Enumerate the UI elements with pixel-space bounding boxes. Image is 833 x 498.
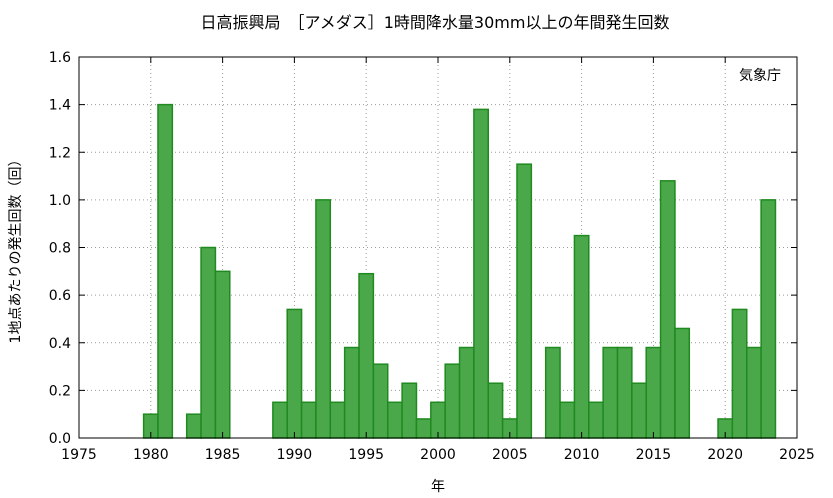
bar <box>386 401 403 439</box>
x-tick-label: 1985 <box>205 447 241 463</box>
x-axis: 1975 1980 1985 1990 1995 2000 2005 2010 2015 2020… <box>61 57 815 463</box>
bar <box>559 401 576 439</box>
bar <box>602 346 619 439</box>
x-tick-label: 2020 <box>707 447 743 463</box>
bar <box>358 272 375 439</box>
bar <box>631 382 647 439</box>
bar <box>300 401 317 439</box>
y-tick-label: 1.4 <box>49 98 71 114</box>
x-tick-label: 1995 <box>348 447 384 463</box>
chart-title: 日高振興局 ［アメダス］1時間降水量30mm以上の年間発生回数 <box>201 13 670 32</box>
bar <box>760 199 777 439</box>
bar <box>588 401 604 439</box>
y-tick-label: 0.6 <box>49 288 71 304</box>
bar <box>214 270 231 439</box>
bar <box>329 401 346 439</box>
y-tick-label: 1.6 <box>49 50 71 66</box>
bar <box>674 327 691 439</box>
source-annotation: 気象庁 <box>739 68 781 84</box>
bar <box>372 363 389 439</box>
y-tick-label: 0.8 <box>49 241 71 257</box>
bar <box>487 382 504 439</box>
y-tick-label: 1.0 <box>49 193 71 209</box>
x-tick-label: 2000 <box>420 447 456 463</box>
x-tick-label: 1975 <box>61 447 97 463</box>
bar <box>401 382 418 439</box>
x-tick-label: 2015 <box>636 447 672 463</box>
bar <box>473 108 490 439</box>
bar <box>616 346 633 439</box>
x-tick-label: 2025 <box>779 447 815 463</box>
bar <box>343 346 360 439</box>
y-tick-label: 1.2 <box>49 145 71 161</box>
bar <box>315 199 332 439</box>
bar <box>444 363 461 439</box>
bar <box>659 180 676 439</box>
x-tick-label: 2005 <box>492 447 528 463</box>
y-tick-label: 0.4 <box>49 336 71 352</box>
bar <box>544 346 561 439</box>
bar <box>731 308 748 439</box>
bar <box>458 346 475 439</box>
bar <box>157 103 174 439</box>
bar <box>286 308 303 439</box>
bar <box>645 346 662 439</box>
x-axis-label: 年 <box>431 479 445 495</box>
bar <box>185 413 202 439</box>
bar <box>272 401 288 439</box>
bar <box>516 163 533 439</box>
y-tick-label: 0.2 <box>49 383 71 399</box>
bar <box>200 246 217 439</box>
y-tick-label: 0.0 <box>49 431 71 447</box>
x-tick-label: 2010 <box>564 447 600 463</box>
x-tick-label: 1980 <box>133 447 169 463</box>
bar <box>745 346 762 439</box>
y-axis-label: 1地点あたりの発生回数（回） <box>8 153 24 344</box>
y-axis: 0.0 0.2 0.4 0.6 0.8 1.0 1.2 1.4 1.6 <box>49 50 797 447</box>
bar <box>415 418 432 439</box>
bar <box>573 234 590 439</box>
x-tick-label: 1990 <box>277 447 313 463</box>
bars <box>142 103 777 439</box>
